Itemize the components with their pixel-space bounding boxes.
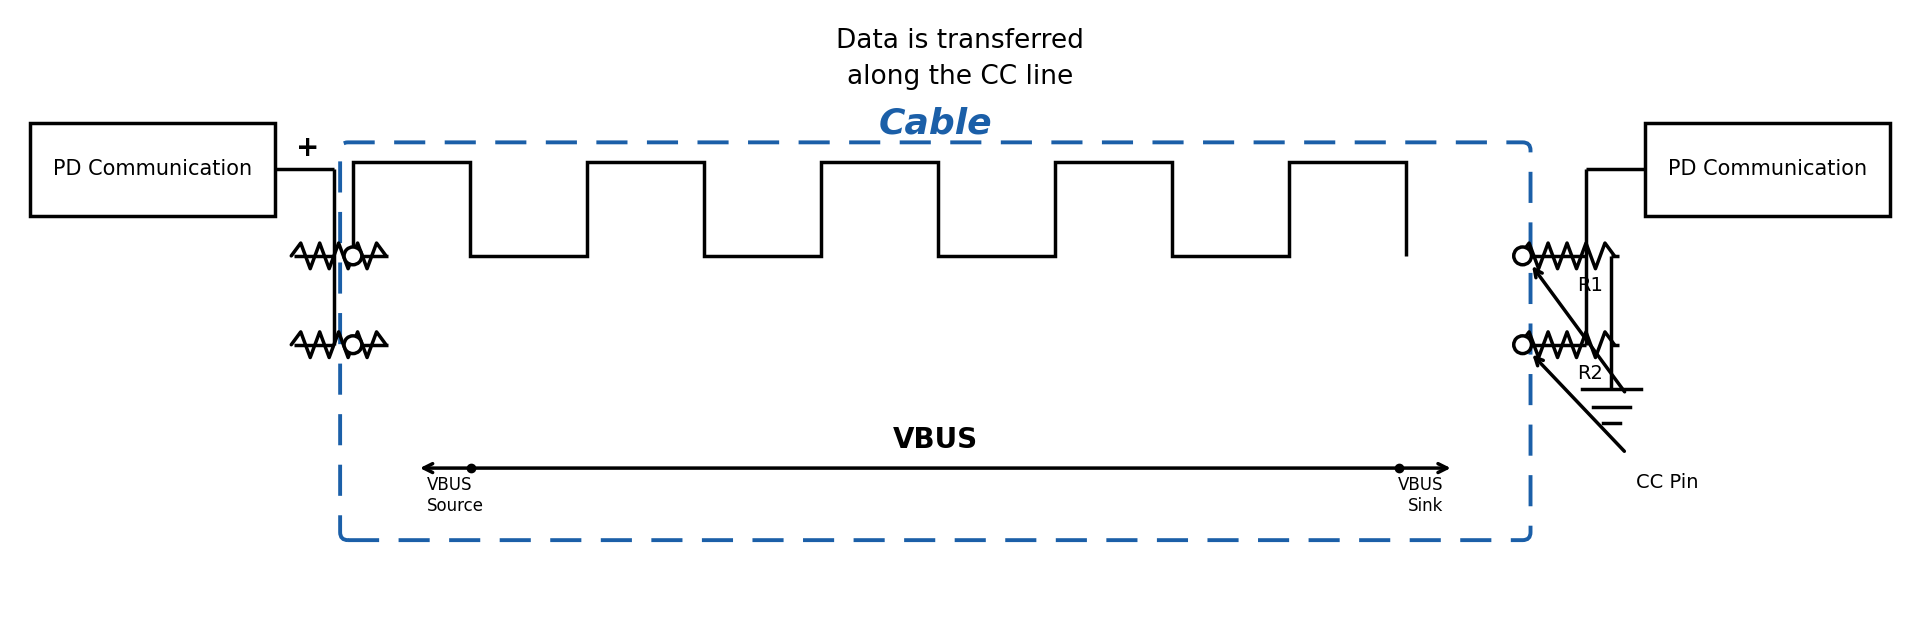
Circle shape [344, 336, 361, 354]
Text: PD Communication: PD Communication [1668, 160, 1866, 180]
Text: R1: R1 [1576, 276, 1603, 294]
Circle shape [1513, 336, 1532, 354]
Bar [31, 122, 275, 216]
Text: R2: R2 [1576, 365, 1603, 383]
Circle shape [1513, 247, 1532, 265]
Text: VBUS
Source: VBUS Source [426, 476, 484, 515]
Text: PD Communication: PD Communication [54, 160, 252, 180]
Text: Data is transferred
along the CC line: Data is transferred along the CC line [835, 28, 1085, 90]
Bar [1645, 122, 1889, 216]
Circle shape [344, 247, 361, 265]
Text: VBUS: VBUS [893, 426, 977, 454]
Text: VBUS
Sink: VBUS Sink [1398, 476, 1444, 515]
Text: +: + [296, 133, 319, 162]
Text: CC Pin: CC Pin [1636, 473, 1699, 492]
Text: Cable: Cable [879, 106, 993, 140]
